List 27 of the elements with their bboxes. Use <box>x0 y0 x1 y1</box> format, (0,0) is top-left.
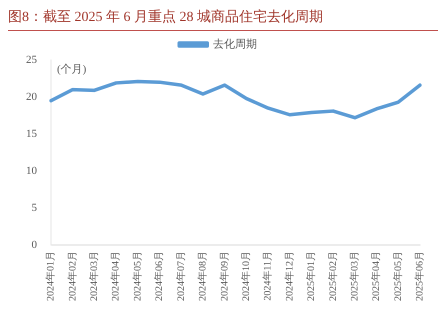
y-tick-label: 10 <box>26 164 38 177</box>
y-tick-label: 25 <box>26 54 38 66</box>
y-axis-title: (个月) <box>57 63 87 76</box>
y-tick-label: 20 <box>26 90 38 103</box>
y-tick-label: 0 <box>32 238 38 251</box>
x-tick-label: 2024年12月 <box>283 251 296 301</box>
chart-title: 图8：截至 2025 年 6 月重点 28 城商品住宅去化周期 <box>8 8 438 31</box>
x-tick-label: 2024年02月 <box>66 251 78 301</box>
x-tick-label: 2025年04月 <box>370 251 382 301</box>
x-tick-label: 2025年03月 <box>348 251 361 301</box>
x-tick-label: 2025年06月 <box>414 251 426 301</box>
x-tick-label: 2024年09月 <box>218 251 230 301</box>
x-tick-label: 2024年11月 <box>262 251 274 301</box>
x-tick-label: 2024年03月 <box>88 251 100 301</box>
x-tick-label: 2024年06月 <box>153 251 166 301</box>
y-tick-label: 15 <box>26 128 38 140</box>
x-tick-label: 2025年01月 <box>305 251 318 301</box>
x-tick-label: 2024年01月 <box>44 251 57 301</box>
x-tick-label: 2024年04月 <box>110 251 122 301</box>
x-tick-label: 2024年10月 <box>240 251 252 301</box>
y-tick-label: 5 <box>32 202 38 214</box>
x-tick-label: 2024年08月 <box>196 251 209 301</box>
legend-label: 去化周期 <box>212 37 257 50</box>
x-tick-label: 2025年02月 <box>326 251 339 301</box>
x-tick-label: 2024年05月 <box>131 251 144 301</box>
x-tick-label: 2025年05月 <box>392 251 404 301</box>
x-tick-label: 2024年07月 <box>174 251 187 301</box>
